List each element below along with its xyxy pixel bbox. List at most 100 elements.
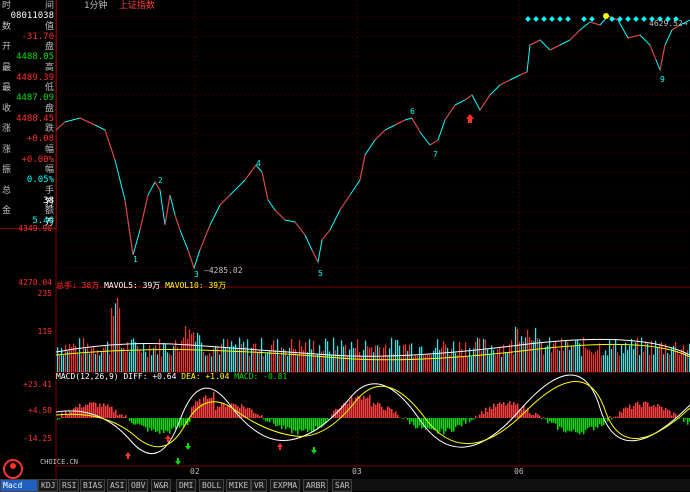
tab-arbr[interactable]: ARBR (303, 479, 328, 492)
price-up-segment (175, 215, 180, 230)
volume-bar (193, 332, 194, 372)
tab-sar[interactable]: SAR (332, 479, 352, 492)
volume-bar (57, 347, 58, 372)
volume-bar (107, 342, 108, 372)
macd-bar (107, 405, 109, 418)
tab-vr[interactable]: VR (251, 479, 267, 492)
tab-mike[interactable]: MIKE (226, 479, 251, 492)
tab-asi[interactable]: ASI (107, 479, 127, 492)
volume-bar (281, 347, 282, 372)
volume-bar (453, 341, 454, 372)
macd-bar (641, 407, 643, 418)
volume-bar (101, 352, 102, 372)
volume-bar (255, 343, 256, 372)
volume-bar (613, 344, 614, 372)
volume-bar (231, 341, 232, 372)
volume-bar (141, 353, 142, 372)
volume-bar (277, 339, 278, 372)
tab-macd[interactable]: Macd (0, 479, 38, 492)
price-up-segment (295, 222, 305, 235)
volume-bar (617, 352, 618, 372)
macd-bar (287, 418, 289, 427)
volume-bar (485, 340, 486, 372)
macd-bar (457, 418, 459, 425)
tab-expma[interactable]: EXPMA (270, 479, 300, 492)
tab-rsi[interactable]: RSI (59, 479, 79, 492)
macd-bar (561, 418, 563, 428)
price-up-segment (56, 122, 65, 130)
volume-bar (677, 351, 678, 372)
macd-bar (573, 418, 575, 430)
macd-bar (345, 403, 347, 418)
macd-bar (513, 402, 515, 418)
macd-bar (113, 412, 115, 418)
volume-bar (135, 342, 136, 372)
tab-dmi[interactable]: DMI (176, 479, 196, 492)
volume-bar (121, 348, 122, 372)
macd-bar (389, 408, 391, 418)
macd-bar (653, 405, 655, 418)
volume-bar (207, 355, 208, 372)
volume-bar (669, 355, 670, 372)
macd-bar (483, 414, 485, 418)
macd-bar (445, 418, 447, 431)
macd-bar (149, 418, 151, 428)
macd-bar (401, 418, 403, 419)
volume-bar (65, 345, 66, 372)
volume-bar (129, 352, 130, 372)
wave-label: 4 (256, 159, 261, 168)
macd-bar (307, 418, 309, 432)
tab-kdj[interactable]: KDJ (38, 479, 58, 492)
volume-bar (407, 351, 408, 372)
volume-bar (427, 354, 428, 372)
volume-bar (635, 342, 636, 372)
volume-bar (315, 355, 316, 372)
volume-header: 总手: 38万 MAVOL5: 39万 MAVOL10: 39万 (56, 281, 226, 291)
tab-bias[interactable]: BIAS (80, 479, 105, 492)
volume-bar (667, 353, 668, 372)
price-up-segment (105, 130, 115, 160)
wave-label: 2 (158, 176, 163, 185)
high-price-label: 4629.52→ (649, 19, 688, 28)
macd-bar (209, 398, 211, 418)
macd-bar (409, 418, 411, 424)
volume-bar (619, 356, 620, 372)
x-axis-label: 03 (352, 467, 362, 476)
tab-boll[interactable]: BOLL (199, 479, 224, 492)
price-up-segment (395, 120, 405, 125)
macd-bar (271, 418, 273, 419)
macd-bar (585, 418, 587, 430)
macd-bar (93, 402, 95, 418)
volume-bar (415, 355, 416, 372)
macd-bar (663, 410, 665, 418)
volume-bar (81, 355, 82, 372)
volume-bar (349, 349, 350, 372)
macd-bar (121, 414, 123, 418)
macd-bar (471, 418, 473, 420)
macd-bar (621, 413, 623, 418)
macd-bar (453, 418, 455, 431)
macd-bar (569, 418, 571, 431)
tab-wr[interactable]: W&R (151, 479, 171, 492)
price-up-segment (650, 45, 656, 60)
macd-bar (223, 403, 225, 418)
macd-bar (577, 418, 579, 433)
volume-bar (587, 349, 588, 372)
volume-bar (105, 345, 106, 372)
macd-axis-label: +4.58 (2, 406, 52, 415)
volume-bar (469, 348, 470, 372)
volume-bar (605, 350, 606, 372)
volume-bar (391, 338, 392, 372)
price-up-segment (660, 45, 665, 70)
volume-bar (181, 341, 182, 372)
macd-bar (661, 407, 663, 418)
macd-bar (255, 414, 257, 418)
tab-obv[interactable]: OBV (128, 479, 148, 492)
macd-dea: DEA: +1.04 (181, 372, 229, 381)
volume-bar (443, 341, 444, 372)
macd-bar (571, 418, 573, 431)
macd-bar (363, 396, 365, 418)
macd-bar (125, 415, 127, 418)
